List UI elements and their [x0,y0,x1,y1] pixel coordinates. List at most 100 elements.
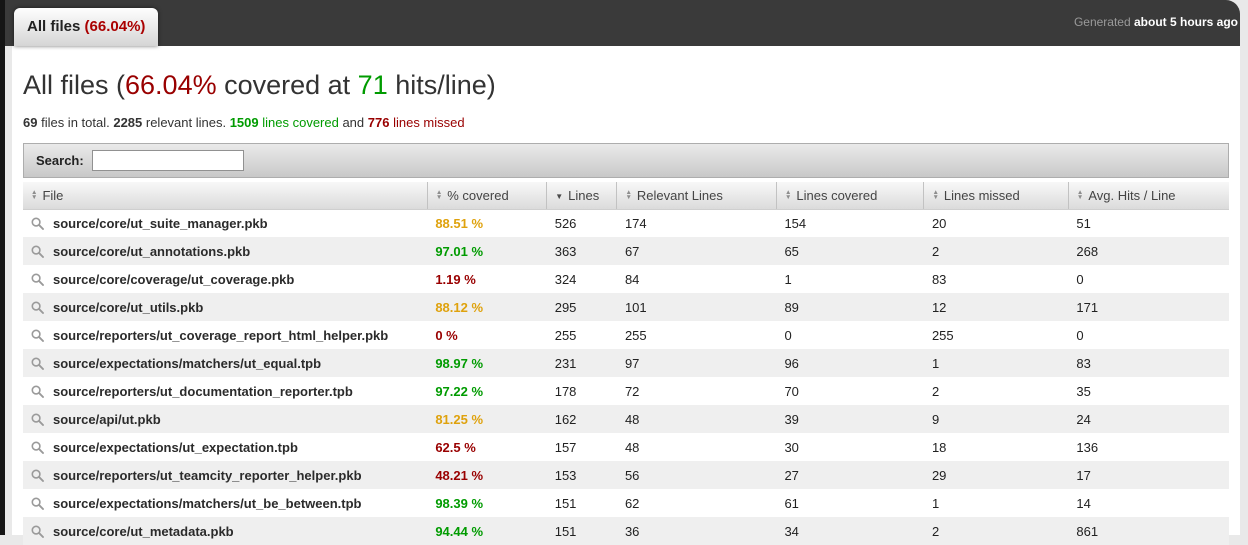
file-name[interactable]: source/core/coverage/ut_coverage.pkb [53,271,295,287]
relevant-lines: 97 [624,355,640,371]
percent-covered: 98.39 % [435,495,484,511]
avg-hits: 861 [1076,523,1099,539]
sort-both-icon: ▲ ▼ [932,189,939,202]
file-name[interactable]: source/expectations/matchers/ut_equal.tp… [53,355,322,371]
percent-covered: 88.12 % [435,299,484,315]
lines-total: 526 [554,215,577,231]
lines-covered: 0 [784,327,792,343]
magnifier-icon [31,440,44,454]
lines-covered: 30 [784,439,799,455]
lines-covered: 89 [784,299,799,315]
lines-total: 153 [554,467,577,483]
column-header-lines[interactable]: ▼ Lines [546,182,617,210]
table-row[interactable]: source/core/ut_metadata.pkb 94.44 % 151 … [23,517,1229,545]
magnifier-icon [31,468,44,482]
file-name[interactable]: source/reporters/ut_documentation_report… [53,383,353,399]
column-header-lines-missed[interactable]: ▲ ▼ Lines missed [923,182,1069,210]
generated-timestamp: Generated about 5 hours ago [1074,15,1238,29]
relevant-lines: 56 [624,467,640,483]
column-label: Lines covered [796,187,878,203]
tab-all-files[interactable]: All files (66.04%) [14,8,159,46]
column-header-percent-covered[interactable]: ▲ ▼ % covered [426,182,547,210]
lines-total: 324 [554,271,577,287]
search-label: Search: [36,153,84,168]
file-name[interactable]: source/expectations/matchers/ut_be_betwe… [53,495,362,511]
generated-time: about 5 hours ago [1133,15,1238,29]
lines-covered: 65 [784,243,799,259]
lines-missed: 1 [931,495,940,511]
column-header-relevant-lines[interactable]: ▲ ▼ Relevant Lines [616,182,777,210]
table-header-row: ▲ ▼ File ▲ ▼% covered ▼ Lines ▲ ▼ Relevant Lines ▲… [23,182,1229,210]
magnifier-icon [31,524,44,538]
stat-lines-missed: 776 [367,115,390,130]
lines-covered: 39 [784,411,799,427]
column-header-lines-covered[interactable]: ▲ ▼ Lines covered [775,182,924,210]
stat-conjunction: and [338,115,368,130]
lines-total: 231 [554,355,577,371]
column-label: Avg. Hits / Line [1088,187,1176,203]
relevant-lines: 67 [624,243,640,259]
magnifier-icon [31,356,44,370]
avg-hits: 17 [1076,467,1091,483]
table-row[interactable]: source/core/ut_suite_manager.pkb 88.51 %… [23,209,1229,237]
lines-missed: 2 [931,383,940,399]
column-header-avg-hits-line[interactable]: ▲ ▼ Avg. Hits / Line [1067,182,1229,210]
percent-covered: 48.21 % [435,467,484,483]
lines-total: 363 [554,243,577,259]
table-row[interactable]: source/expectations/matchers/ut_equal.tp… [23,349,1229,377]
relevant-lines: 72 [624,383,640,399]
content-card: All files (66.04% covered at 71 hits/lin… [12,46,1240,545]
table-row[interactable]: source/reporters/ut_documentation_report… [23,377,1229,405]
table-row[interactable]: source/core/ut_utils.pkb 88.12 % 295 101… [23,293,1229,321]
lines-missed: 29 [931,467,947,483]
sort-desc-icon: ▼ [555,191,564,201]
search-input[interactable] [91,150,244,171]
relevant-lines: 255 [624,327,647,343]
generated-label: Generated [1073,15,1134,29]
sort-both-icon: ▲ ▼ [625,189,632,202]
table-row[interactable]: source/expectations/ut_expectation.tpb 6… [23,433,1229,461]
stat-lines-covered-label: lines covered [258,115,339,130]
stat-lines-covered: 1509 [229,115,259,130]
column-label: Lines [568,187,600,203]
column-label: Lines missed [943,187,1020,203]
avg-hits: 24 [1076,411,1091,427]
percent-covered: 1.19 % [435,271,476,287]
stat-relevant-lines-label: relevant lines. [142,115,230,130]
percent-covered: 81.25 % [435,411,484,427]
avg-hits: 0 [1076,327,1084,343]
file-name[interactable]: source/api/ut.pkb [53,411,161,427]
relevant-lines: 62 [624,495,640,511]
lines-missed: 83 [931,271,947,287]
lines-missed: 18 [931,439,947,455]
file-name[interactable]: source/reporters/ut_teamcity_reporter_he… [53,467,362,483]
lines-missed: 2 [931,243,940,259]
lines-covered: 1 [784,271,792,287]
table-row[interactable]: source/core/coverage/ut_coverage.pkb 1.1… [23,265,1229,293]
file-name[interactable]: source/reporters/ut_coverage_report_html… [53,327,389,343]
file-name[interactable]: source/core/ut_suite_manager.pkb [53,215,268,231]
percent-covered: 98.97 % [435,355,484,371]
column-label: File [42,187,64,203]
table-row[interactable]: source/reporters/ut_teamcity_reporter_he… [23,461,1229,489]
column-header-file[interactable]: ▲ ▼ File [23,182,428,210]
lines-total: 295 [554,299,577,315]
table-row[interactable]: source/api/ut.pkb 81.25 % 162 48 39 9 24 [23,405,1229,433]
magnifier-icon [31,328,44,342]
file-name[interactable]: source/expectations/ut_expectation.tpb [53,439,298,455]
file-name[interactable]: source/core/ut_metadata.pkb [53,523,234,539]
stat-lines-missed-label: lines missed [389,115,465,130]
avg-hits: 136 [1076,439,1099,455]
sort-both-icon: ▲ ▼ [784,189,792,202]
search-bar: Search: [23,143,1229,178]
files-table-body: source/core/ut_suite_manager.pkb 88.51 %… [23,209,1229,545]
table-row[interactable]: source/reporters/ut_coverage_report_html… [23,321,1229,349]
avg-hits: 83 [1076,355,1091,371]
lines-covered: 96 [784,355,799,371]
table-row[interactable]: source/expectations/matchers/ut_be_betwe… [23,489,1229,517]
file-name[interactable]: source/core/ut_utils.pkb [53,299,204,315]
title-coverage-percent: 66.04% [125,70,217,100]
file-name[interactable]: source/core/ut_annotations.pkb [53,243,251,259]
table-row[interactable]: source/core/ut_annotations.pkb 97.01 % 3… [23,237,1229,265]
percent-covered: 97.01 % [435,243,484,259]
